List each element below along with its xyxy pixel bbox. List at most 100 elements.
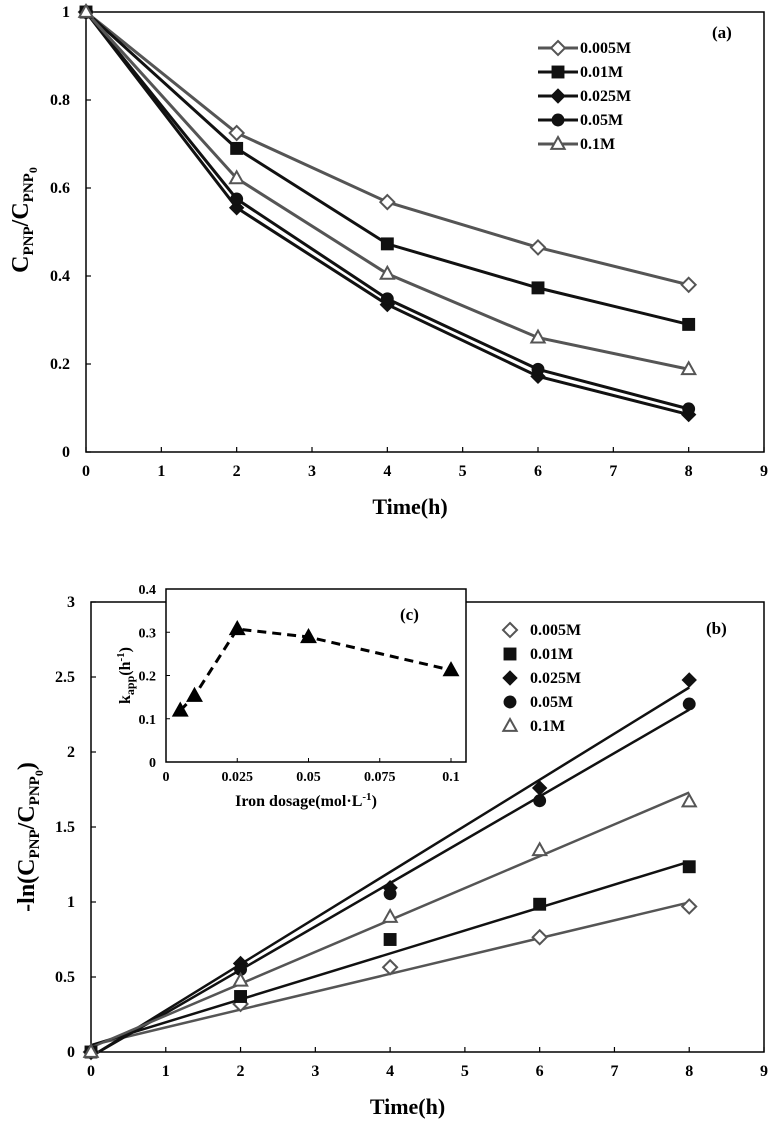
panel-label-a: (a) <box>712 23 732 42</box>
y-tick-label-a: 0.2 <box>50 356 70 373</box>
data-point-c <box>442 661 460 677</box>
y-tick-label-b: 1 <box>67 894 75 911</box>
data-point-b <box>533 897 547 911</box>
data-point-c <box>171 701 189 717</box>
data-point-b <box>531 841 549 857</box>
x-tick-label-b: 6 <box>536 1063 544 1080</box>
x-tick-label-b: 7 <box>610 1063 618 1080</box>
x-tick-label-a: 1 <box>157 463 165 480</box>
legend-label-a: 0.05M <box>580 112 623 129</box>
plot-frame-a <box>85 11 765 453</box>
y-tick-label-c: 0.2 <box>139 670 157 685</box>
x-tick-label-c: 0.075 <box>364 770 396 785</box>
data-point-b <box>383 933 397 946</box>
x-tick-label-a: 3 <box>308 463 316 480</box>
data-point-b <box>682 697 696 711</box>
x-tick-label-c: 0.05 <box>296 770 321 785</box>
data-point-b <box>680 792 698 808</box>
legend-marker-a <box>549 134 567 150</box>
data-point-b <box>383 887 397 901</box>
data-point-a <box>529 328 547 344</box>
data-point-a <box>529 238 547 256</box>
x-axis-title-b: Time(h) <box>370 1094 445 1119</box>
x-tick-label-a: 5 <box>459 463 467 480</box>
x-tick-label-b: 0 <box>87 1063 95 1080</box>
legend-marker-a <box>551 113 565 127</box>
legend-marker-a <box>549 39 567 57</box>
y-axis-title-b: -ln(CPNP/CPNP0) <box>14 762 46 912</box>
legend-marker-b <box>501 716 519 732</box>
y-tick-label-a: 0.6 <box>50 180 70 197</box>
data-point-c <box>186 686 203 702</box>
data-point-b <box>680 898 698 915</box>
data-point-a <box>680 276 698 294</box>
x-tick-label-a: 7 <box>609 463 617 480</box>
x-tick-label-b: 1 <box>162 1063 170 1080</box>
legend-marker-a <box>551 65 565 79</box>
data-point-b <box>533 794 547 808</box>
data-point-a <box>228 124 246 142</box>
y-tick-label-b: 1.5 <box>55 819 75 836</box>
y-tick-label-b: 3 <box>67 594 75 611</box>
x-tick-label-b: 2 <box>237 1063 245 1080</box>
data-point-b <box>232 971 249 987</box>
data-point-a <box>682 317 696 331</box>
data-point-a <box>531 281 545 295</box>
y-tick-label-c: 0.4 <box>139 583 157 598</box>
data-point-b <box>681 672 697 688</box>
y-tick-label-a: 1 <box>62 4 70 21</box>
y-tick-label-a: 0 <box>62 444 70 461</box>
data-point-b <box>682 860 696 874</box>
data-point-c <box>300 627 317 644</box>
legend-label-a: 0.1M <box>580 136 615 153</box>
x-tick-label-b: 9 <box>760 1063 768 1080</box>
legend-marker-b <box>502 670 518 686</box>
legend-label-b: 0.01M <box>530 646 573 663</box>
data-point-a <box>682 402 696 416</box>
y-tick-label-b: 2 <box>67 744 75 761</box>
data-point-b <box>82 1042 100 1058</box>
data-point-a <box>380 292 394 306</box>
x-tick-label-a: 9 <box>760 463 768 480</box>
x-tick-label-a: 6 <box>534 463 542 480</box>
x-tick-label-a: 0 <box>82 463 90 480</box>
plot-frame-c <box>165 588 467 763</box>
data-point-a <box>378 264 396 280</box>
legend-label-b: 0.05M <box>530 694 573 711</box>
data-point-b <box>531 928 549 946</box>
x-tick-label-b: 4 <box>386 1063 394 1080</box>
panel-label-c: (c) <box>400 605 419 624</box>
data-point-a <box>680 360 698 376</box>
data-point-a <box>230 141 244 155</box>
y-tick-label-a: 0.8 <box>50 92 70 109</box>
y-tick-label-b: 0.5 <box>55 969 75 986</box>
data-point-b <box>381 907 399 923</box>
x-axis-title-c: Iron dosage(mol·L-1) <box>235 791 377 810</box>
y-tick-label-a: 0.4 <box>50 268 70 285</box>
fit-line-b <box>90 860 690 1047</box>
data-point-a <box>230 192 244 206</box>
legend-marker-b <box>503 695 517 709</box>
legend-label-b: 0.005M <box>530 622 581 639</box>
fit-line-b <box>90 686 690 1058</box>
y-axis-title-c: kapp(h-1) <box>115 647 137 704</box>
legend-label-b: 0.1M <box>530 718 565 735</box>
x-tick-label-c: 0 <box>163 770 170 785</box>
y-tick-label-c: 0.1 <box>139 713 157 728</box>
x-tick-label-a: 4 <box>383 463 391 480</box>
y-tick-label-b: 2.5 <box>55 669 75 686</box>
x-axis-title-a: Time(h) <box>372 494 447 519</box>
x-tick-label-b: 5 <box>461 1063 469 1080</box>
y-axis-title-a: CPNP/CPNP0 <box>8 167 40 273</box>
legend-label-b: 0.025M <box>530 670 581 687</box>
data-point-a <box>228 169 246 185</box>
data-point-a <box>531 362 545 376</box>
data-point-c <box>228 619 246 636</box>
x-tick-label-b: 3 <box>311 1063 319 1080</box>
x-tick-label-b: 8 <box>685 1063 693 1080</box>
data-point-a <box>77 2 95 18</box>
x-tick-label-a: 8 <box>685 463 693 480</box>
panel-label-b: (b) <box>706 619 727 638</box>
data-point-b <box>381 958 399 976</box>
data-point-a <box>380 237 394 251</box>
